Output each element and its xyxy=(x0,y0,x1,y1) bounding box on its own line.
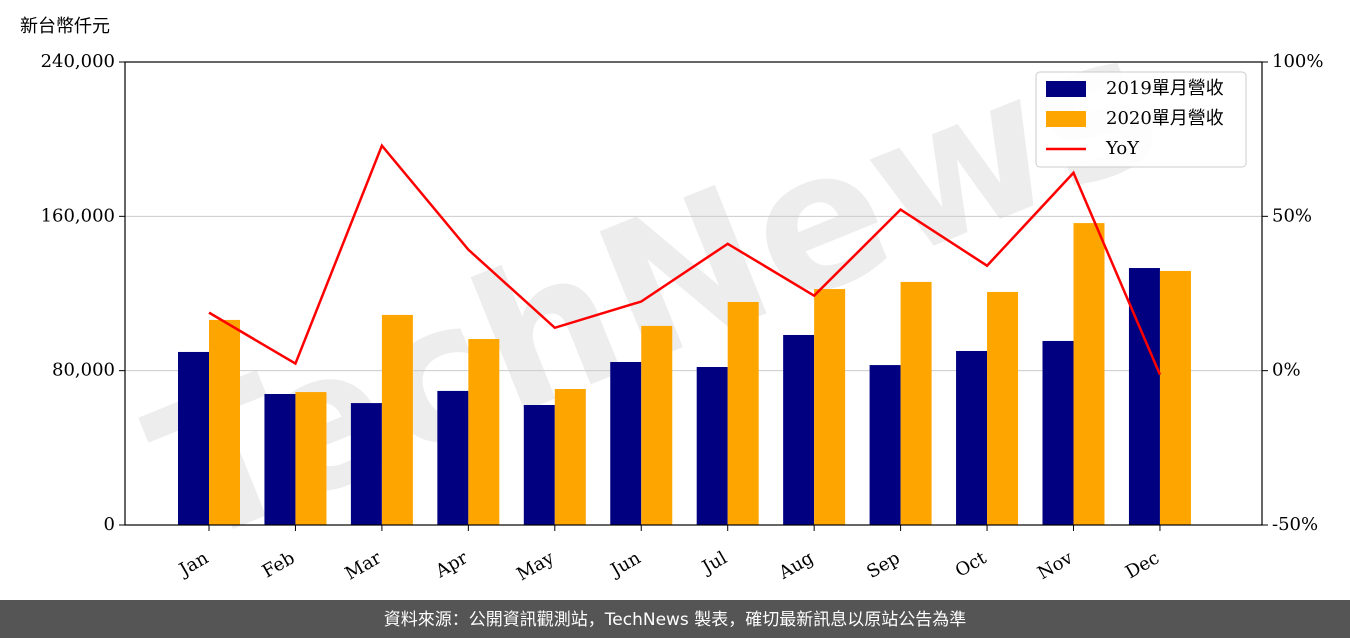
bar xyxy=(727,301,759,525)
bar xyxy=(178,351,209,525)
bar xyxy=(264,394,296,525)
bar xyxy=(295,392,327,525)
bar xyxy=(468,339,500,525)
legend-swatch xyxy=(1046,111,1086,127)
bar xyxy=(1159,270,1191,525)
bar xyxy=(381,314,413,525)
bar xyxy=(814,289,846,525)
y-tick-label: 0 xyxy=(104,514,115,535)
y2-tick-label: -50% xyxy=(1272,514,1318,535)
bar xyxy=(869,365,901,525)
bar xyxy=(956,350,988,525)
x-tick-label: Jun xyxy=(606,547,645,582)
x-tick-label: Dec xyxy=(1122,547,1163,583)
x-tick-label: Aug xyxy=(774,547,817,584)
footer: 資料來源：公開資訊觀測站，TechNews 製表，確切最新訊息以原站公告為準 xyxy=(384,610,966,630)
x-tick-label: Nov xyxy=(1034,547,1077,584)
y-axis-label: 新台幣仟元 xyxy=(20,16,110,37)
bar xyxy=(523,405,555,525)
legend-label: 2019單月營收 xyxy=(1106,78,1224,99)
y-tick-label: 240,000 xyxy=(41,51,115,72)
y-tick-label: 160,000 xyxy=(41,205,115,226)
legend-label: YoY xyxy=(1105,138,1140,159)
x-tick-label: Apr xyxy=(431,547,471,582)
plot-frame xyxy=(124,61,1263,526)
bar xyxy=(437,390,469,525)
x-tick-label: Sep xyxy=(863,547,903,582)
bar xyxy=(696,367,728,525)
line xyxy=(208,143,1162,376)
bar xyxy=(987,291,1019,525)
bar xyxy=(209,319,240,525)
bar xyxy=(1128,268,1160,525)
bar xyxy=(554,388,586,525)
legend-swatch xyxy=(1046,81,1086,97)
x-tick-label: Mar xyxy=(342,547,386,584)
y2-tick-label: 0% xyxy=(1272,360,1301,381)
legend-box xyxy=(1035,71,1247,168)
bar xyxy=(783,334,815,525)
legend-label: 2020單月營收 xyxy=(1106,108,1224,129)
bar xyxy=(1073,223,1105,525)
bar xyxy=(641,325,673,525)
bar xyxy=(610,361,642,525)
y-tick-label: 80,000 xyxy=(52,360,115,381)
x-tick-label: May xyxy=(513,547,558,585)
y2-tick-label: 100% xyxy=(1272,51,1323,72)
y2-tick-label: 50% xyxy=(1272,205,1312,226)
x-tick-label: Oct xyxy=(952,547,991,582)
x-tick-label: Jul xyxy=(697,547,731,579)
bar xyxy=(350,403,382,525)
footer-band xyxy=(0,600,1350,638)
bar xyxy=(900,281,932,525)
bar xyxy=(1042,340,1074,525)
